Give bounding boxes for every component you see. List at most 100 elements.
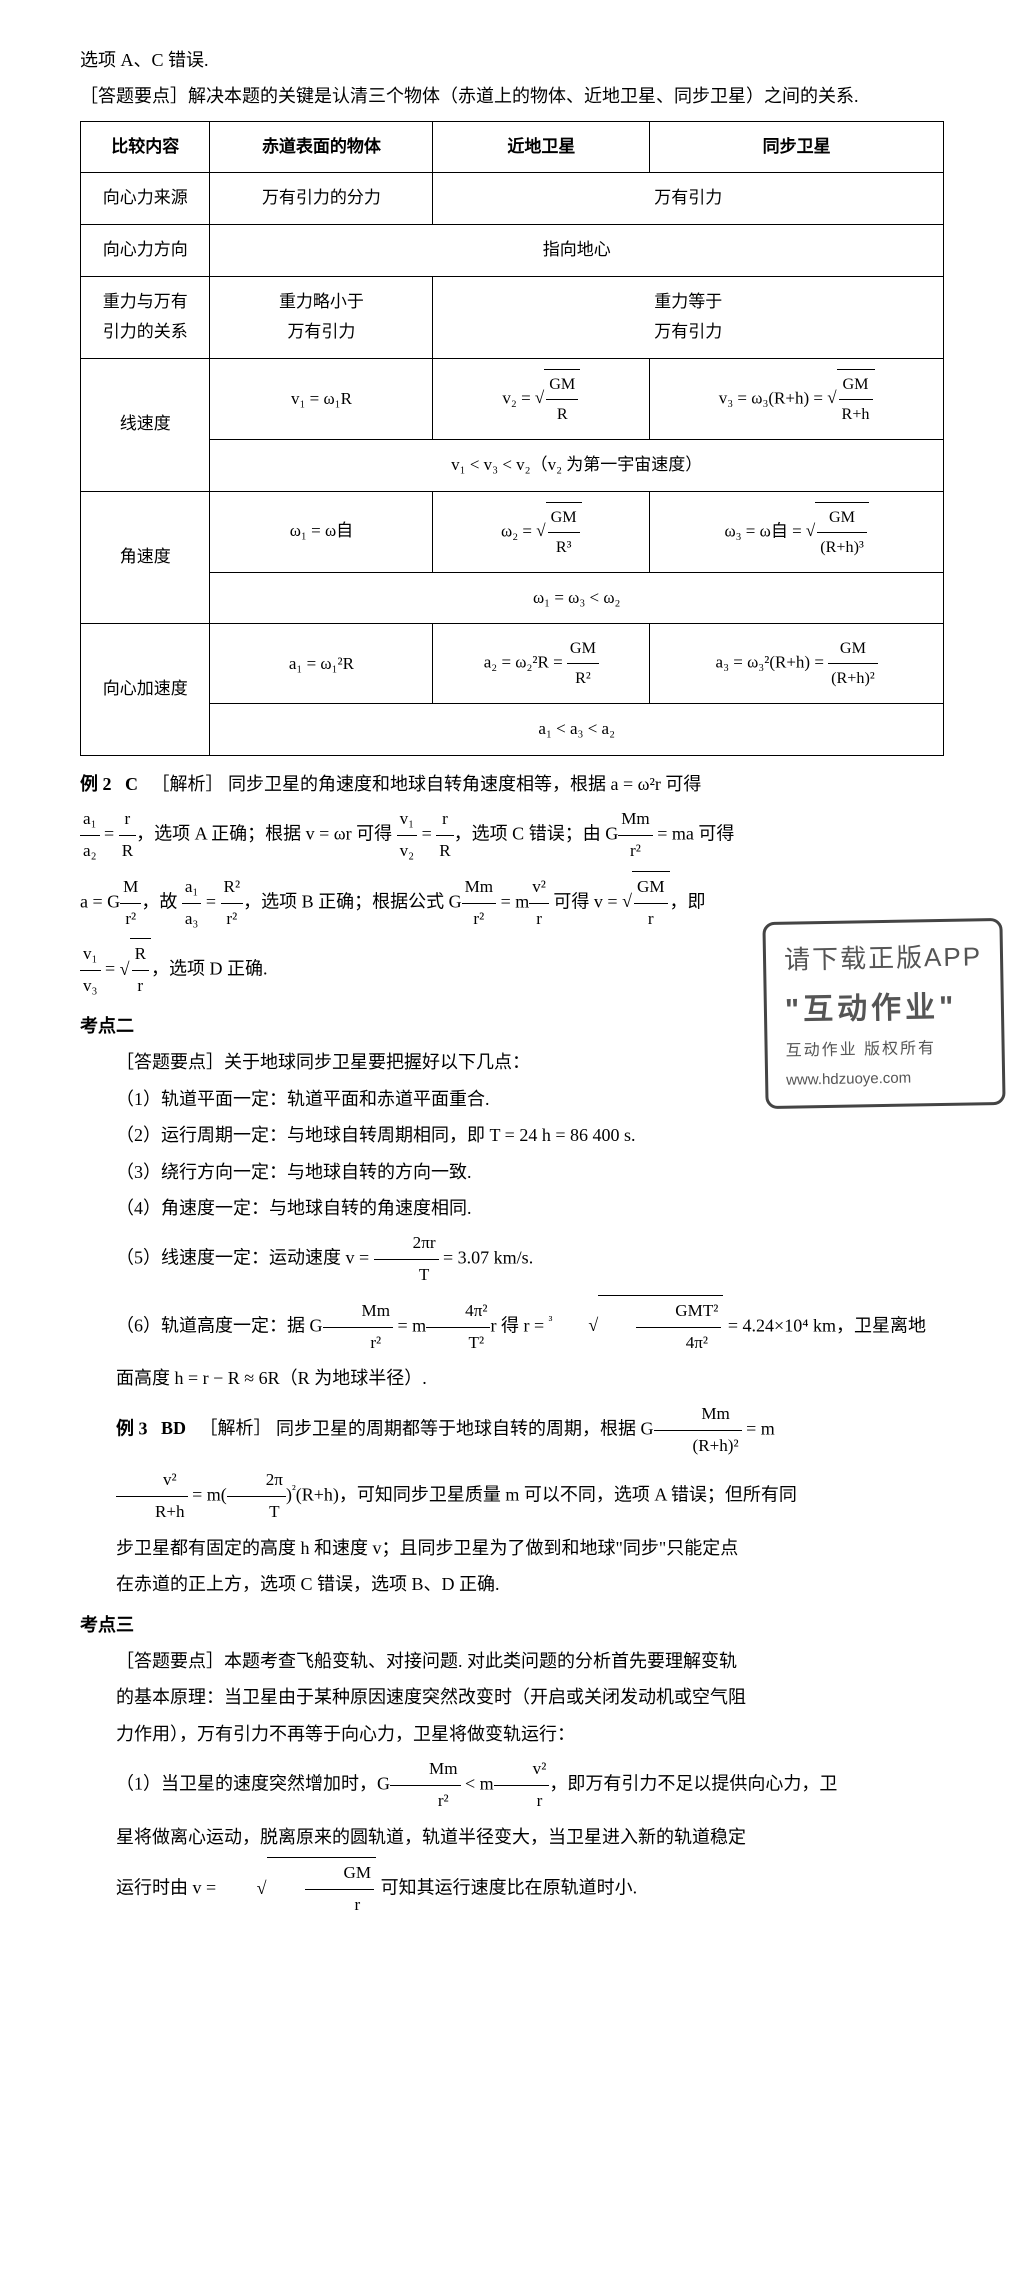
table-row: v₁ < v₃ < v₂（v₂ 为第一宇宙速度） — [81, 439, 944, 491]
ex2-line2: a₁a₂ = rR，选项 A 正确；根据 v = ωr 可得 v₁v₂ = rR… — [80, 804, 944, 867]
num: r — [436, 804, 453, 836]
num: GM — [839, 370, 873, 400]
kp3-title: 考点三 — [80, 1609, 944, 1641]
den: r — [494, 1786, 550, 1817]
num: GM — [634, 872, 668, 904]
th-equator: 赤道表面的物体 — [210, 121, 433, 173]
text: （6）轨道高度一定：据 G — [116, 1315, 323, 1335]
den: R — [546, 400, 578, 429]
text: = 3.07 km/s. — [439, 1248, 534, 1268]
sqrt-icon: GMR³ — [536, 502, 581, 562]
kp2-p2: （2）运行周期一定：与地球自转周期相同，即 T = 24 h = 86 400 … — [80, 1119, 944, 1151]
den: T² — [426, 1328, 490, 1359]
row-a-c2-pre: a₂ = ω₂²R = — [484, 653, 567, 672]
row-v-c1: v₁ = ω₁R — [210, 358, 433, 439]
row-gravity-c2a: 重力等于 — [654, 292, 722, 311]
row-v-label: 线速度 — [81, 358, 210, 491]
text: ，选项 A 正确；根据 v = ωr 可得 — [136, 824, 397, 844]
num: Mm — [462, 872, 497, 904]
sqrt-icon: GMR — [535, 369, 580, 429]
den: R — [119, 836, 136, 867]
comparison-table: 比较内容 赤道表面的物体 近地卫星 同步卫星 向心力来源 万有引力的分力 万有引… — [80, 121, 944, 756]
ex3-line2: v²R+h = m(2πT)²(R+h)，可知同步卫星质量 m 可以不同，选项 … — [80, 1465, 944, 1528]
row-v-c3-pre: v₃ = ω₃(R+h) = — [719, 388, 827, 407]
eq: = — [201, 891, 220, 911]
den: a₂ — [80, 836, 100, 867]
sqrt-icon: GMR+h — [827, 369, 874, 429]
text: ，选项 D 正确. — [151, 959, 268, 979]
kp3-head: ［答题要点］本题考查飞船变轨、对接问题. 对此类问题的分析首先要理解变轨 — [80, 1645, 944, 1677]
row-a-c2: a₂ = ω₂²R = GMR² — [433, 624, 650, 704]
row-a-c1: a₁ = ω₁²R — [210, 624, 433, 704]
intro-line1: 选项 A、C 错误. — [80, 44, 944, 76]
num: r — [119, 804, 136, 836]
kp2-title: 考点二 — [80, 1010, 944, 1042]
row-w-c2: ω₂ = GMR³ — [433, 491, 650, 572]
num: Mm — [654, 1399, 742, 1431]
table-row: a₁ < a₃ < a₂ — [81, 704, 944, 756]
kp2-p6: （6）轨道高度一定：据 GMmr² = m4π²T²r 得 r = ³GMT²4… — [80, 1295, 944, 1359]
table-row: 向心加速度 a₁ = ω₁²R a₂ = ω₂²R = GMR² a₃ = ω₃… — [81, 624, 944, 704]
row-a-note: a₁ < a₃ < a₂ — [210, 704, 944, 756]
table-row: ω₁ = ω₃ < ω₂ — [81, 572, 944, 624]
num: 2πr — [374, 1228, 439, 1260]
num: GM — [828, 634, 878, 664]
example-3: 例 3 BD ［解析］ 同步卫星的周期都等于地球自转的周期，根据 GMm(R+h… — [80, 1399, 944, 1462]
example-2: 例 2 C ［解析］ 同步卫星的角速度和地球自转角速度相等，根据 a = ω²r… — [80, 768, 944, 800]
row-source-label: 向心力来源 — [81, 173, 210, 225]
row-dir-label: 向心力方向 — [81, 224, 210, 276]
th-geo: 同步卫星 — [650, 121, 944, 173]
text: 可知其运行速度比在原轨道时小. — [376, 1878, 637, 1898]
den: r² — [390, 1786, 461, 1817]
row-a-c3: a₃ = ω₃²(R+h) = GM(R+h)² — [650, 624, 944, 704]
row-w-c3-pre: ω₃ = ω自 = — [724, 521, 805, 540]
kp3-p5: 运行时由 v = GMr 可知其运行速度比在原轨道时小. — [80, 1857, 944, 1921]
den: T — [374, 1260, 439, 1291]
text: < m — [461, 1774, 494, 1794]
den: (R+h)² — [654, 1431, 742, 1462]
eq: = — [100, 824, 119, 844]
text: （5）线速度一定：运动速度 v = — [116, 1248, 374, 1268]
row-w-c3: ω₃ = ω自 = GM(R+h)³ — [650, 491, 944, 572]
text: = m — [393, 1315, 426, 1335]
num: v² — [494, 1754, 550, 1786]
num: GM — [817, 503, 867, 533]
th-leo: 近地卫星 — [433, 121, 650, 173]
den: r — [132, 971, 149, 1002]
num: GM — [305, 1858, 375, 1890]
kp2-head: ［答题要点］关于地球同步卫星要把握好以下几点： — [80, 1046, 944, 1078]
row-w-c1: ω₁ = ω自 — [210, 491, 433, 572]
den: (R+h)² — [828, 664, 878, 693]
ex2-analysis-label: ［解析］ — [152, 774, 224, 794]
eq: = — [417, 824, 436, 844]
num: 2π — [227, 1465, 286, 1497]
table-row: 向心力方向 指向地心 — [81, 224, 944, 276]
num: 4π² — [426, 1296, 490, 1328]
kp3-p2: 力作用），万有引力不再等于向心力，卫星将做变轨运行： — [80, 1718, 944, 1750]
num: v₁ — [80, 939, 101, 971]
den: v₂ — [397, 836, 418, 867]
ex3-analysis-label: ［解析］ — [200, 1418, 272, 1438]
num: GM — [567, 634, 599, 664]
num: GMT² — [636, 1296, 721, 1328]
num: a₁ — [182, 872, 202, 904]
ex3-line4: 在赤道的正上方，选项 C 错误，选项 B、D 正确. — [80, 1568, 944, 1600]
den: T — [227, 1497, 286, 1528]
text: 可得 v = — [549, 891, 622, 911]
text: ，即万有引力不足以提供向心力，卫 — [549, 1774, 837, 1794]
row-gravity-c2b: 万有引力 — [654, 322, 722, 341]
den: R — [436, 836, 453, 867]
num: M — [120, 872, 141, 904]
table-header-row: 比较内容 赤道表面的物体 近地卫星 同步卫星 — [81, 121, 944, 173]
answer-point-label: ［答题要点］ — [80, 86, 188, 106]
kp3-p3: （1）当卫星的速度突然增加时，GMmr² < mv²r，即万有引力不足以提供向心… — [80, 1754, 944, 1817]
num: Mm — [618, 804, 653, 836]
num: Mm — [390, 1754, 461, 1786]
row-gravity-c1b: 万有引力 — [287, 322, 355, 341]
row-gravity-c1a: 重力略小于 — [279, 292, 364, 311]
text: 同步卫星的周期都等于地球自转的周期，根据 G — [276, 1418, 654, 1438]
row-dir-val: 指向地心 — [210, 224, 944, 276]
row-v-c2: v₂ = GMR — [433, 358, 650, 439]
num: Mm — [323, 1296, 394, 1328]
den: r² — [323, 1328, 394, 1359]
